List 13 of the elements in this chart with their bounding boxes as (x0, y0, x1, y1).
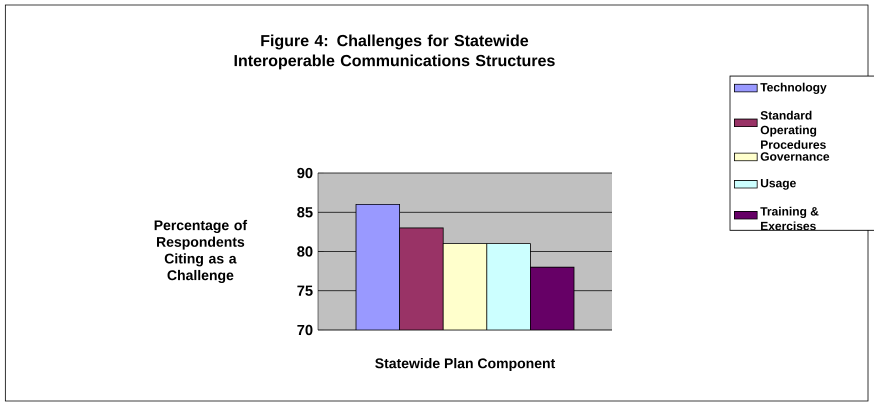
y-tick-label: 90 (297, 168, 312, 178)
y-axis-title: Percentage of Respondents Citing as a Challenge (154, 220, 248, 284)
chart-title: Figure 4: Challenges for Statewide Interoperable Communications Structures (234, 34, 555, 70)
y-tick-label: 75 (297, 286, 313, 296)
y-tick-label: 70 (297, 324, 312, 336)
legend-label: Technology (760, 82, 827, 94)
legend-label: Standard Operating Procedures (760, 110, 826, 149)
legend-label: Training & Exercises (760, 206, 819, 230)
y-tick-label: 80 (297, 246, 312, 257)
legend-label: Usage (760, 178, 796, 190)
legend-label: Governance (760, 152, 830, 161)
x-axis-title: Statewide Plan Component (375, 358, 556, 372)
y-tick-label: 85 (297, 207, 313, 218)
